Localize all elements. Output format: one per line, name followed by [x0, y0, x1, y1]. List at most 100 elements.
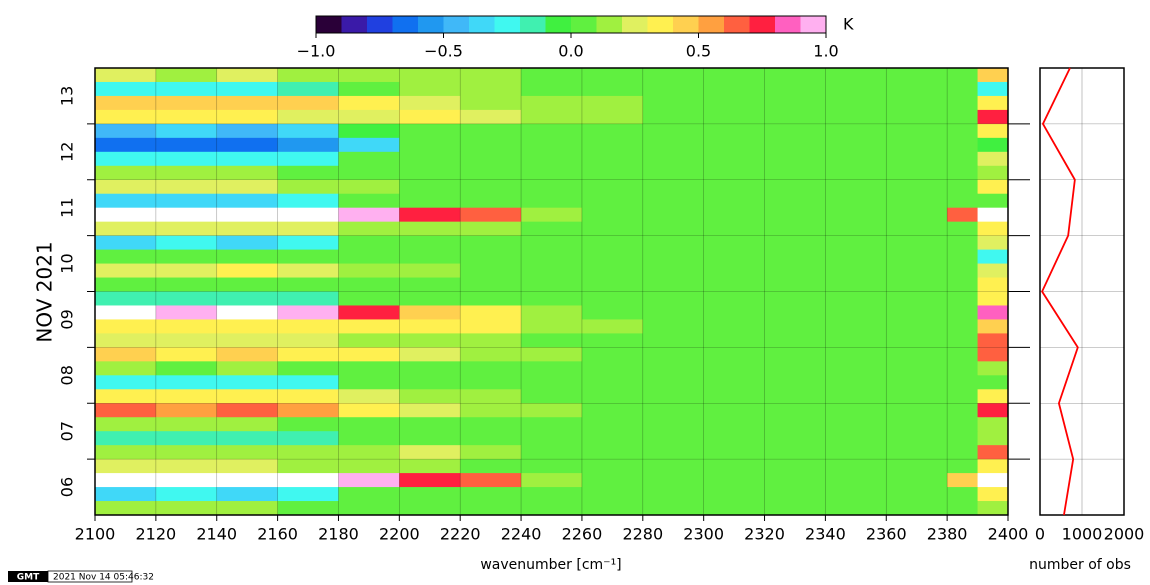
- cell: [581, 277, 644, 292]
- cell: [216, 487, 279, 502]
- cell: [460, 123, 522, 139]
- cell: [886, 459, 948, 474]
- cell: [277, 501, 339, 516]
- cell: [581, 81, 644, 97]
- cell: [825, 445, 887, 460]
- obs-tick-label: 2000: [1104, 525, 1145, 544]
- cell: [95, 249, 157, 265]
- cell: [277, 347, 339, 362]
- cell: [338, 417, 400, 432]
- cell: [338, 487, 400, 502]
- cell: [703, 431, 766, 446]
- cell: [703, 305, 766, 320]
- colorbar-swatch: [367, 16, 393, 33]
- cell: [155, 95, 218, 111]
- cell: [886, 417, 948, 432]
- cell: [155, 361, 218, 376]
- cell: [764, 95, 826, 111]
- cell: [977, 207, 1009, 223]
- cell: [155, 445, 218, 460]
- cell: [581, 137, 644, 153]
- cell: [581, 431, 644, 446]
- cell: [642, 361, 705, 376]
- cell: [399, 389, 461, 404]
- cell: [216, 319, 279, 334]
- cell: [703, 151, 766, 167]
- cell: [977, 193, 1009, 209]
- colorbar-swatch: [622, 16, 648, 33]
- cell: [947, 235, 979, 251]
- cell: [947, 109, 979, 125]
- cell: [886, 249, 948, 265]
- cell: [947, 291, 979, 306]
- cell: [886, 207, 948, 223]
- cell: [703, 403, 766, 418]
- cell: [521, 417, 583, 432]
- colorbar-tick-label: −1.0: [297, 42, 336, 61]
- cell: [95, 473, 157, 488]
- cell: [703, 68, 766, 83]
- cell: [95, 403, 157, 418]
- cell: [521, 319, 583, 334]
- cell: [277, 165, 339, 181]
- cell: [155, 319, 218, 334]
- cell: [642, 68, 705, 83]
- cell: [581, 473, 644, 488]
- cell: [886, 389, 948, 404]
- cell: [521, 221, 583, 237]
- cell: [521, 235, 583, 251]
- cell: [521, 487, 583, 502]
- cell: [825, 68, 887, 83]
- colorbar-tick-label: 1.0: [813, 42, 838, 61]
- cell: [703, 487, 766, 502]
- cell: [277, 361, 339, 376]
- cell: [338, 263, 400, 279]
- cell: [399, 95, 461, 111]
- cell: [277, 487, 339, 502]
- cell: [338, 361, 400, 376]
- cell: [764, 249, 826, 265]
- y-tick-label: 09: [58, 309, 77, 329]
- cell: [581, 487, 644, 502]
- cell: [886, 109, 948, 125]
- cell: [977, 263, 1009, 279]
- cell: [95, 501, 157, 516]
- cell: [642, 123, 705, 139]
- cell: [764, 263, 826, 279]
- colorbar-swatch: [469, 16, 495, 33]
- cell: [703, 123, 766, 139]
- cell: [95, 81, 157, 97]
- cell: [155, 249, 218, 265]
- cell: [460, 459, 522, 474]
- cell: [216, 249, 279, 265]
- cell: [642, 347, 705, 362]
- cell: [399, 459, 461, 474]
- cell: [338, 207, 400, 223]
- cell: [977, 487, 1009, 502]
- cell: [703, 319, 766, 334]
- cell: [155, 109, 218, 125]
- cell: [155, 123, 218, 139]
- cell: [155, 291, 218, 306]
- cell: [399, 445, 461, 460]
- cell: [642, 487, 705, 502]
- cell: [703, 165, 766, 181]
- cell: [338, 501, 400, 516]
- cell: [764, 305, 826, 320]
- cell: [399, 193, 461, 209]
- cell: [460, 389, 522, 404]
- cell: [947, 68, 979, 83]
- cell: [460, 431, 522, 446]
- cell: [642, 235, 705, 251]
- cell: [886, 473, 948, 488]
- cell: [642, 95, 705, 111]
- cell: [460, 68, 522, 83]
- cell: [947, 389, 979, 404]
- cell: [977, 361, 1009, 376]
- cell: [764, 445, 826, 460]
- cell: [460, 221, 522, 237]
- colorbar-swatch: [698, 16, 725, 33]
- x-tick-label: 2100: [75, 525, 116, 544]
- cell: [825, 263, 887, 279]
- cell: [886, 235, 948, 251]
